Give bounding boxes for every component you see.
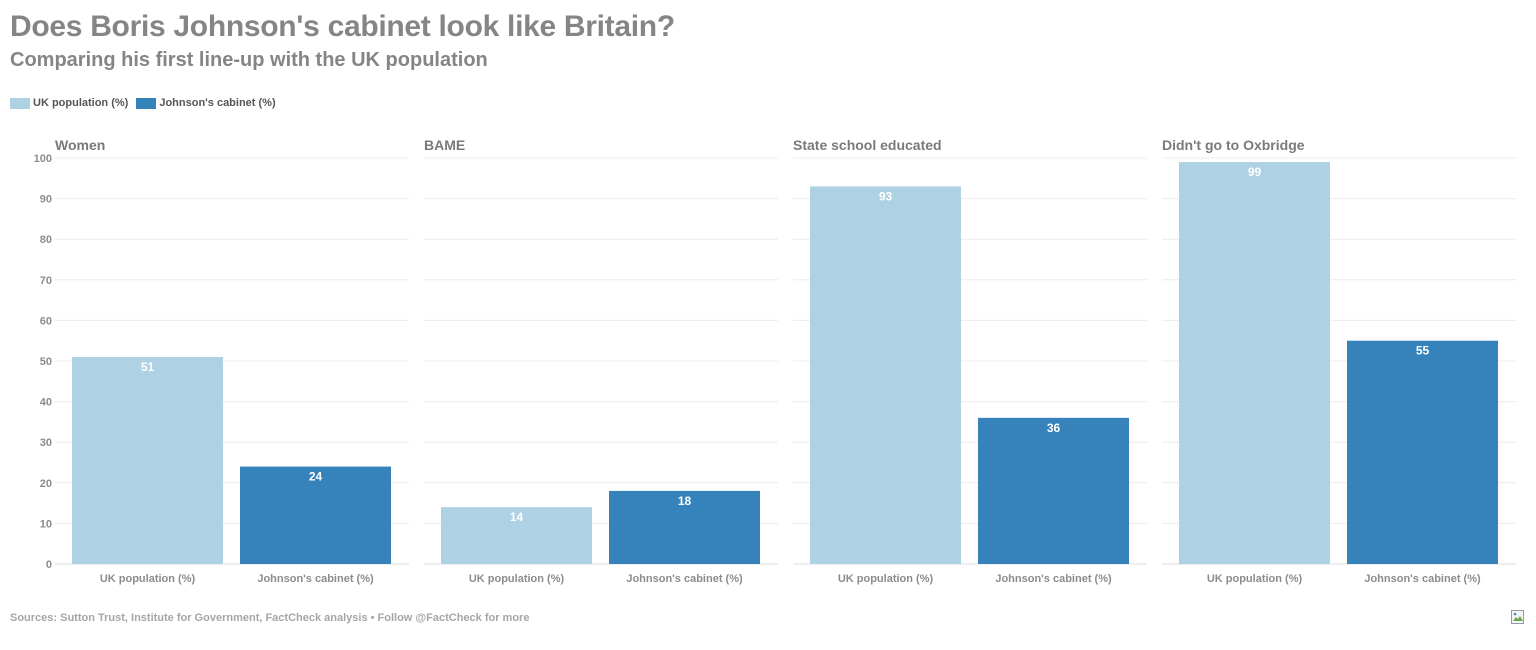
legend: UK population (%) Johnson's cabinet (%) xyxy=(10,97,276,109)
y-tick-label-70: 70 xyxy=(40,275,52,287)
x-tick-label-didn-t-go-to-oxbridge-uk-population: UK population (%) xyxy=(1207,573,1303,585)
bar-women-johnson-s-cabinet xyxy=(240,466,391,564)
x-tick-label-women-uk-population: UK population (%) xyxy=(100,573,196,585)
legend-label-uk-population: UK population (%) xyxy=(33,97,129,109)
bar-didn-t-go-to-oxbridge-uk-population xyxy=(1179,162,1330,564)
y-tick-label-20: 20 xyxy=(40,478,52,490)
y-tick-label-100: 100 xyxy=(34,153,52,165)
y-tick-label-90: 90 xyxy=(40,194,52,206)
chart-title: Does Boris Johnson's cabinet look like B… xyxy=(10,10,675,43)
data-label-women-uk-population: 51 xyxy=(141,360,155,374)
data-label-bame-johnson-s-cabinet: 18 xyxy=(678,494,692,508)
data-label-didn-t-go-to-oxbridge-uk-population: 99 xyxy=(1248,165,1262,179)
data-label-women-johnson-s-cabinet: 24 xyxy=(309,470,323,484)
x-tick-label-state-school-educated-johnson-s-cabinet: Johnson's cabinet (%) xyxy=(995,573,1112,585)
x-tick-label-women-johnson-s-cabinet: Johnson's cabinet (%) xyxy=(257,573,374,585)
x-tick-label-didn-t-go-to-oxbridge-johnson-s-cabinet: Johnson's cabinet (%) xyxy=(1364,573,1481,585)
y-tick-label-50: 50 xyxy=(40,356,52,368)
bar-women-uk-population xyxy=(72,356,223,564)
panel-title-women: Women xyxy=(55,137,105,153)
y-tick-label-10: 10 xyxy=(40,518,52,530)
y-tick-label-30: 30 xyxy=(40,437,52,449)
legend-item-johnsons-cabinet[interactable]: Johnson's cabinet (%) xyxy=(136,97,276,109)
data-label-bame-uk-population: 14 xyxy=(510,510,524,524)
panel-title-state-school-educated: State school educated xyxy=(793,137,942,153)
y-tick-label-40: 40 xyxy=(40,397,52,409)
data-label-state-school-educated-johnson-s-cabinet: 36 xyxy=(1047,421,1061,435)
data-label-state-school-educated-uk-population: 93 xyxy=(879,189,893,203)
legend-swatch-johnsons-cabinet xyxy=(136,97,157,109)
legend-item-uk-population[interactable]: UK population (%) xyxy=(10,97,128,109)
data-label-didn-t-go-to-oxbridge-johnson-s-cabinet: 55 xyxy=(1416,344,1430,358)
y-tick-label-0: 0 xyxy=(46,559,52,571)
x-tick-label-state-school-educated-uk-population: UK population (%) xyxy=(838,573,934,585)
sources-footer: Sources: Sutton Trust, Institute for Gov… xyxy=(10,612,530,624)
x-tick-label-bame-johnson-s-cabinet: Johnson's cabinet (%) xyxy=(626,573,743,585)
bar-state-school-educated-uk-population xyxy=(810,186,961,565)
chart-subtitle: Comparing his first line-up with the UK … xyxy=(10,49,488,71)
bar-didn-t-go-to-oxbridge-johnson-s-cabinet xyxy=(1347,340,1498,564)
panel-title-didn-t-go-to-oxbridge: Didn't go to Oxbridge xyxy=(1162,137,1305,153)
bar-bame-johnson-s-cabinet xyxy=(609,490,760,564)
legend-swatch-uk-population xyxy=(10,97,30,109)
x-tick-label-bame-uk-population: UK population (%) xyxy=(469,573,565,585)
panel-title-bame: BAME xyxy=(424,137,465,153)
legend-label-johnsons-cabinet: Johnson's cabinet (%) xyxy=(159,97,276,109)
bar-bame-uk-population xyxy=(441,507,592,564)
broken-image-icon xyxy=(1511,610,1524,624)
y-tick-label-80: 80 xyxy=(40,234,52,246)
y-tick-label-60: 60 xyxy=(40,315,52,327)
bar-state-school-educated-johnson-s-cabinet xyxy=(978,417,1129,564)
